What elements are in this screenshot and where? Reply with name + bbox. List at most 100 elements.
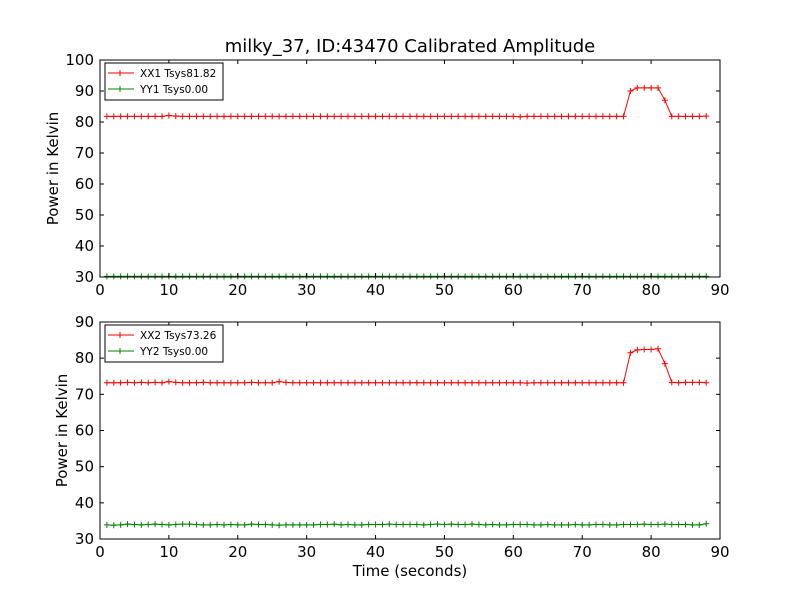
bottom-series-yy-point — [276, 522, 283, 529]
top-series-yy-point — [661, 273, 668, 280]
top-series-xx-point — [262, 113, 269, 120]
top-series-yy-point — [131, 273, 138, 280]
top-x-tick-label: 90 — [710, 281, 729, 299]
bottom-series-xx-point — [537, 379, 544, 386]
top-legend-xx1-label: XX1 Tsys81.82 — [140, 68, 216, 80]
top-series-xx-point — [248, 113, 255, 120]
bottom-series-yy-point — [131, 521, 138, 528]
bottom-series-yy-point — [558, 521, 565, 528]
bottom-series-yy-point — [159, 521, 165, 528]
top-series-xx-point — [345, 113, 351, 120]
top-series-xx-point — [469, 113, 475, 120]
bottom-series-yy-point — [317, 521, 324, 528]
bottom-series-xx-point — [338, 379, 345, 386]
bottom-series-xx-point — [413, 379, 420, 386]
top-series-xx-point — [489, 113, 496, 120]
bottom-series-xx-point — [351, 379, 358, 386]
top-series-yy-point — [276, 273, 283, 280]
bottom-x-tick-label: 40 — [366, 543, 385, 561]
bottom-series-xx-point — [221, 379, 227, 386]
top-series-xx-point — [455, 113, 462, 120]
top-series-xx-point — [544, 113, 551, 120]
bottom-series-yy-point — [358, 521, 365, 528]
bottom-series-xx-point — [613, 379, 620, 386]
top-series-yy-point — [489, 273, 496, 280]
bottom-series-yy-point — [338, 521, 345, 528]
bottom-y-tick-label: 80 — [75, 349, 94, 367]
bottom-series-xx-point — [372, 379, 379, 386]
bottom-series-yy-point — [648, 521, 655, 528]
bottom-series-xx-point — [620, 379, 627, 386]
bottom-series-yy-point — [517, 521, 524, 528]
bottom-series-xx-point — [572, 379, 579, 386]
bottom-series-xx-point — [496, 379, 503, 386]
bottom-y-tick-label: 90 — [75, 313, 94, 331]
top-series-yy-point — [586, 273, 593, 280]
bottom-series-yy-point — [248, 521, 255, 528]
bottom-series-yy-point — [537, 521, 544, 528]
bottom-series-xx-point — [606, 379, 613, 386]
bottom-series-xx-point — [186, 379, 193, 386]
top-series-xx-point — [358, 113, 365, 120]
top-series-xx-point — [117, 113, 124, 120]
bottom-series-xx-point — [427, 379, 434, 386]
top-series-xx-point — [317, 113, 324, 120]
top-series-xx-point — [482, 113, 489, 120]
top-series-yy-point — [331, 273, 338, 280]
bottom-y-tick-label: 50 — [75, 458, 94, 476]
bottom-series-xx-point — [634, 346, 641, 353]
bottom-series-xx-point — [434, 379, 441, 386]
bottom-series-xx-point — [565, 379, 572, 386]
bottom-legend-box — [104, 324, 224, 363]
bottom-series-xx-point — [269, 379, 276, 386]
top-series-xx-point — [303, 113, 310, 120]
top-series-xx-point — [565, 113, 572, 120]
bottom-series-xx-point — [703, 379, 710, 386]
top-series-yy-point — [172, 273, 179, 280]
top-x-tick-label: 70 — [573, 281, 592, 299]
bottom-series-xx-point — [641, 346, 648, 353]
top-series-xx-point — [593, 113, 599, 120]
top-series-xx-point — [668, 113, 675, 120]
bottom-series-xx-point — [448, 379, 455, 386]
bottom-series-xx-point — [165, 378, 172, 385]
top-series-xx-point — [338, 113, 345, 120]
bottom-series-xx-point — [593, 379, 599, 386]
bottom-series-yy-point — [469, 521, 475, 528]
top-series-xx-point — [517, 113, 524, 120]
bottom-x-tick-label: 90 — [710, 543, 729, 561]
bottom-series-yy-point — [331, 521, 338, 528]
top-series-yy-point — [255, 273, 262, 280]
chart-title: milky_37, ID:43470 Calibrated Amplitude — [225, 36, 596, 57]
top-y-tick-label: 80 — [75, 113, 94, 131]
bottom-series-xx-point — [586, 379, 593, 386]
top-series-xx-point — [152, 113, 159, 120]
bottom-series-yy-point — [544, 521, 551, 528]
top-series-yy-point — [420, 273, 427, 280]
top-series-yy-point — [262, 273, 269, 280]
bottom-series-xx-point — [627, 349, 634, 356]
top-series-yy-point — [324, 273, 331, 280]
bottom-series-xx-point — [358, 379, 365, 386]
top-series-xx-point — [510, 113, 517, 120]
bottom-series-xx-point — [124, 379, 131, 386]
top-y-tick-label: 70 — [75, 144, 94, 162]
bottom-series-xx-point — [103, 379, 110, 386]
top-x-tick-label: 50 — [435, 281, 454, 299]
top-series-xx-point — [324, 113, 331, 120]
top-series-xx-point — [269, 113, 276, 120]
top-series-xx-point — [138, 113, 145, 120]
top-series-yy-point — [572, 273, 579, 280]
top-series-yy-point — [434, 273, 441, 280]
bottom-series-xx-point — [420, 379, 427, 386]
bottom-x-tick-label: 80 — [642, 543, 661, 561]
bottom-series-yy-point — [551, 521, 558, 528]
bottom-series-xx-point — [255, 379, 262, 386]
bottom-x-tick-label: 30 — [297, 543, 316, 561]
top-series-xx-point — [586, 113, 593, 120]
bottom-series-yy-point — [613, 521, 620, 528]
top-series-yy-point — [393, 273, 400, 280]
bottom-series-xx-point — [655, 345, 661, 352]
top-series-yy-point — [503, 273, 510, 280]
